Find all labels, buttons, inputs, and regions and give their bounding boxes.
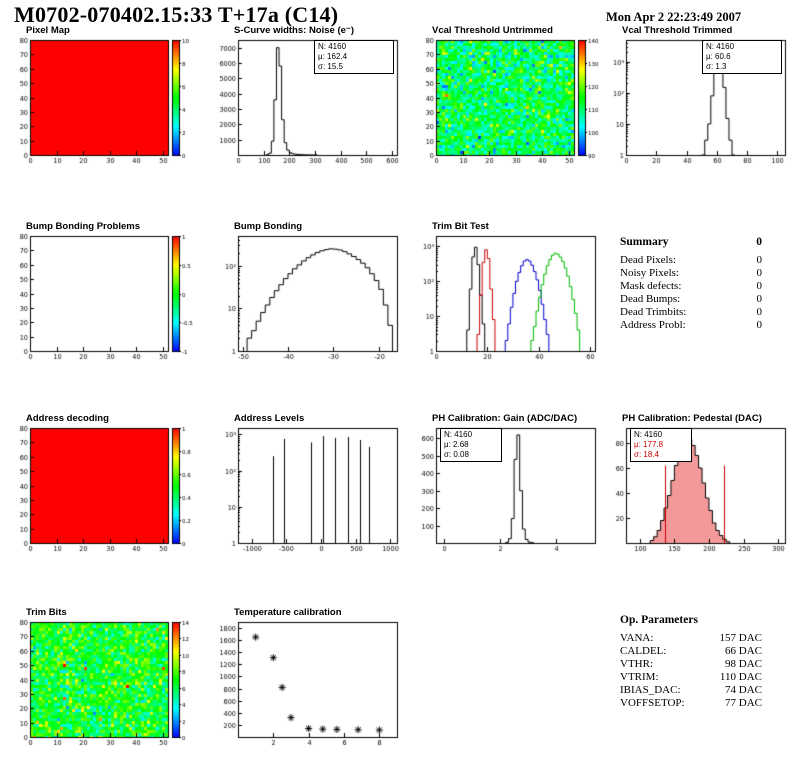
op-parameter-value: 77 DAC <box>725 697 762 709</box>
op-parameter-label: VTHR: <box>620 658 653 670</box>
stats-mu: μ: 60.6 <box>706 52 731 61</box>
op-parameter-value: 74 DAC <box>725 684 762 696</box>
vcal-untrimmed-canvas <box>410 36 604 170</box>
plot-title: Bump Bonding <box>234 221 303 232</box>
plot-trim-bits: Trim Bits <box>4 607 200 757</box>
trim-bit-test-canvas <box>410 232 604 366</box>
plot-title: PH Calibration: Pedestal (DAC) <box>622 413 762 424</box>
stats-n: N: 4160 <box>318 42 347 51</box>
summary-row-value: 0 <box>756 254 763 266</box>
summary-row-value: 0 <box>756 267 763 279</box>
stats-n: N: 4160 <box>706 42 735 51</box>
summary-row: Dead Pixels: 0 <box>620 254 762 267</box>
summary-total: 0 <box>756 236 762 248</box>
plot-bump-bonding-problems: Bump Bonding Problems <box>4 221 200 371</box>
page-title: M0702-070402.15:33 T+17a (C14) <box>14 2 339 27</box>
stats-box: N: 4160 μ: 162.4 σ: 15.5 <box>314 40 394 74</box>
op-parameter-label: VTRIM: <box>620 671 659 683</box>
op-parameter-row: VOFFSETOP: 77 DAC <box>620 697 762 710</box>
op-parameter-value: 157 DAC <box>719 632 762 644</box>
summary-row-value: 0 <box>756 293 763 305</box>
stats-box: N: 4160 μ: 2.68 σ: 0.08 <box>440 428 502 462</box>
summary-row: Address Probl: 0 <box>620 319 762 332</box>
op-parameter-row: VTRIM: 110 DAC <box>620 671 762 684</box>
op-parameter-value: 66 DAC <box>725 645 762 657</box>
summary-panel: Summary 0 Dead Pixels: 0 Noisy Pixels: 0… <box>620 236 762 332</box>
bump-bonding-canvas <box>212 232 406 366</box>
plot-scurve-noise: S-Curve widths: Noise (e⁻) N: 4160 μ: 16… <box>212 25 408 175</box>
plot-bump-bonding: Bump Bonding <box>212 221 408 371</box>
stats-sigma: σ: 1.3 <box>706 62 727 71</box>
address-decoding-canvas <box>4 424 198 558</box>
op-parameter-label: VOFFSETOP: <box>620 697 685 709</box>
op-parameter-value: 110 DAC <box>719 671 762 683</box>
stats-n: N: 4160 <box>444 430 473 439</box>
plot-trim-bit-test: Trim Bit Test <box>410 221 606 371</box>
stats-mu: μ: 2.68 <box>444 440 469 449</box>
plot-title: Vcal Threshold Untrimmed <box>432 25 553 36</box>
summary-row-label: Dead Bumps: <box>620 293 681 305</box>
summary-row-value: 0 <box>756 319 763 331</box>
plot-pixel-map: Pixel Map <box>4 25 200 175</box>
plot-title: Bump Bonding Problems <box>26 221 140 232</box>
plot-title: Vcal Threshold Trimmed <box>622 25 733 36</box>
plot-address-levels: Address Levels <box>212 413 408 563</box>
stats-sigma: σ: 15.5 <box>318 62 343 71</box>
summary-row-value: 0 <box>756 306 763 318</box>
summary-row: Noisy Pixels: 0 <box>620 267 762 280</box>
op-parameter-value: 98 DAC <box>725 658 762 670</box>
plot-temperature-calibration: Temperature calibration <box>212 607 408 757</box>
summary-heading: Summary <box>620 236 669 248</box>
stats-mu: μ: 162.4 <box>318 52 348 61</box>
temperature-calibration-canvas <box>212 618 406 752</box>
bump-problems-canvas <box>4 232 198 366</box>
op-parameter-row: CALDEL: 66 DAC <box>620 645 762 658</box>
summary-row-label: Address Probl: <box>620 319 686 331</box>
summary-header: Summary 0 <box>620 236 762 248</box>
stats-box: N: 4160 μ: 60.6 σ: 1.3 <box>702 40 782 74</box>
summary-row-value: 0 <box>756 280 763 292</box>
plot-vcal-trimmed: Vcal Threshold Trimmed N: 4160 μ: 60.6 σ… <box>600 25 796 175</box>
plot-title: Address Levels <box>234 413 305 424</box>
stats-box: N: 4160 μ: 177.8 σ: 18.4 <box>630 428 692 462</box>
summary-row: Dead Trimbits: 0 <box>620 306 762 319</box>
plot-ph-gain: PH Calibration: Gain (ADC/DAC) N: 4160 μ… <box>410 413 606 563</box>
plot-title: Trim Bit Test <box>432 221 489 232</box>
op-parameters-panel: Op. Parameters VANA: 157 DAC CALDEL: 66 … <box>620 614 762 710</box>
summary-row-label: Dead Pixels: <box>620 254 676 266</box>
op-parameter-row: VANA: 157 DAC <box>620 632 762 645</box>
plot-vcal-untrimmed: Vcal Threshold Untrimmed <box>410 25 606 175</box>
plot-title: Address decoding <box>26 413 109 424</box>
op-parameter-label: VANA: <box>620 632 654 644</box>
timestamp: Mon Apr 2 22:23:49 2007 <box>606 10 742 24</box>
plot-address-decoding: Address decoding <box>4 413 200 563</box>
stats-sigma: σ: 0.08 <box>444 450 469 459</box>
stats-sigma: σ: 18.4 <box>634 450 659 459</box>
pixel-map-canvas <box>4 36 198 170</box>
op-parameter-row: VTHR: 98 DAC <box>620 658 762 671</box>
op-parameters-heading: Op. Parameters <box>620 614 698 626</box>
stats-mu: μ: 177.8 <box>634 440 664 449</box>
op-parameter-label: IBIAS_DAC: <box>620 684 681 696</box>
stats-n: N: 4160 <box>634 430 663 439</box>
plot-title: Pixel Map <box>26 25 70 36</box>
op-parameter-label: CALDEL: <box>620 645 667 657</box>
plot-title: PH Calibration: Gain (ADC/DAC) <box>432 413 578 424</box>
summary-row: Dead Bumps: 0 <box>620 293 762 306</box>
address-levels-canvas <box>212 424 406 558</box>
op-parameters-header: Op. Parameters <box>620 614 762 626</box>
summary-row-label: Mask defects: <box>620 280 682 292</box>
summary-row-label: Noisy Pixels: <box>620 267 679 279</box>
summary-row: Mask defects: 0 <box>620 280 762 293</box>
plot-ph-pedestal: PH Calibration: Pedestal (DAC) N: 4160 μ… <box>600 413 796 563</box>
plot-title: S-Curve widths: Noise (e⁻) <box>234 25 355 36</box>
summary-row-label: Dead Trimbits: <box>620 306 687 318</box>
trim-bits-canvas <box>4 618 198 752</box>
op-parameter-row: IBIAS_DAC: 74 DAC <box>620 684 762 697</box>
plot-title: Trim Bits <box>26 607 67 618</box>
plot-title: Temperature calibration <box>234 607 342 618</box>
